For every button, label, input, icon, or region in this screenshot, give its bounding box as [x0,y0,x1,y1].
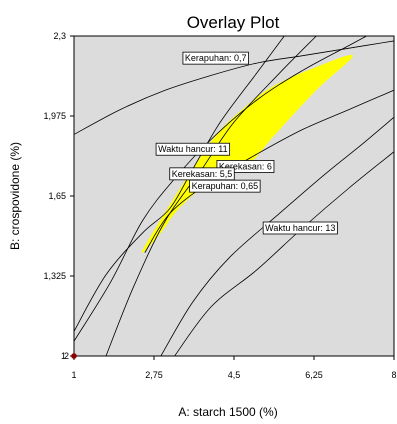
svg-text:Kerekasan: 6: Kerekasan: 6 [219,161,272,171]
y-tick-label: 1,975 [43,111,66,121]
x-axis-label: A: starch 1500 (%) [178,405,277,419]
x-tick-label: 8 [391,370,396,380]
contour-label: Waktu hancur: 13 [262,221,338,235]
plot-area [73,35,395,357]
contour-line [174,151,394,356]
y-tick-label: 1 [61,351,66,361]
contour-line [74,40,394,135]
contour-label: Kerapuhan: 0,7 [182,51,249,65]
y-tick-label: 1,325 [43,271,66,281]
design-point [71,353,77,359]
svg-text:Waktu hancur: 13: Waktu hancur: 13 [265,223,335,233]
svg-text:Kerekasan: 5,5: Kerekasan: 5,5 [172,169,233,179]
x-tick-label: 4,5 [228,370,241,380]
contour-line [160,116,394,356]
design-point-count: 2 [64,351,69,361]
contour-label: Waktu hancur: 11 [155,142,231,156]
contour-line [74,36,285,332]
svg-text:Kerapuhan: 0,65: Kerapuhan: 0,65 [192,181,259,191]
svg-text:Waktu hancur: 11: Waktu hancur: 11 [158,144,228,154]
feasible-region [141,54,353,254]
x-tick-label: 2,75 [145,370,163,380]
contour-label: Kerekasan: 5,5 [169,167,235,181]
contour-line [74,36,367,342]
x-tick-label: 1 [71,370,76,380]
svg-text:Kerapuhan: 0,7: Kerapuhan: 0,7 [185,53,247,63]
chart-title: Overlay Plot [187,13,280,32]
contour-line [144,89,394,253]
x-tick-label: 6,25 [305,370,323,380]
contour-label: Kerapuhan: 0,65 [189,179,261,193]
y-tick-label: 1,65 [48,191,66,201]
y-axis-label: B: crospovidone (%) [8,142,22,250]
y-tick-label: 2,3 [53,31,66,41]
